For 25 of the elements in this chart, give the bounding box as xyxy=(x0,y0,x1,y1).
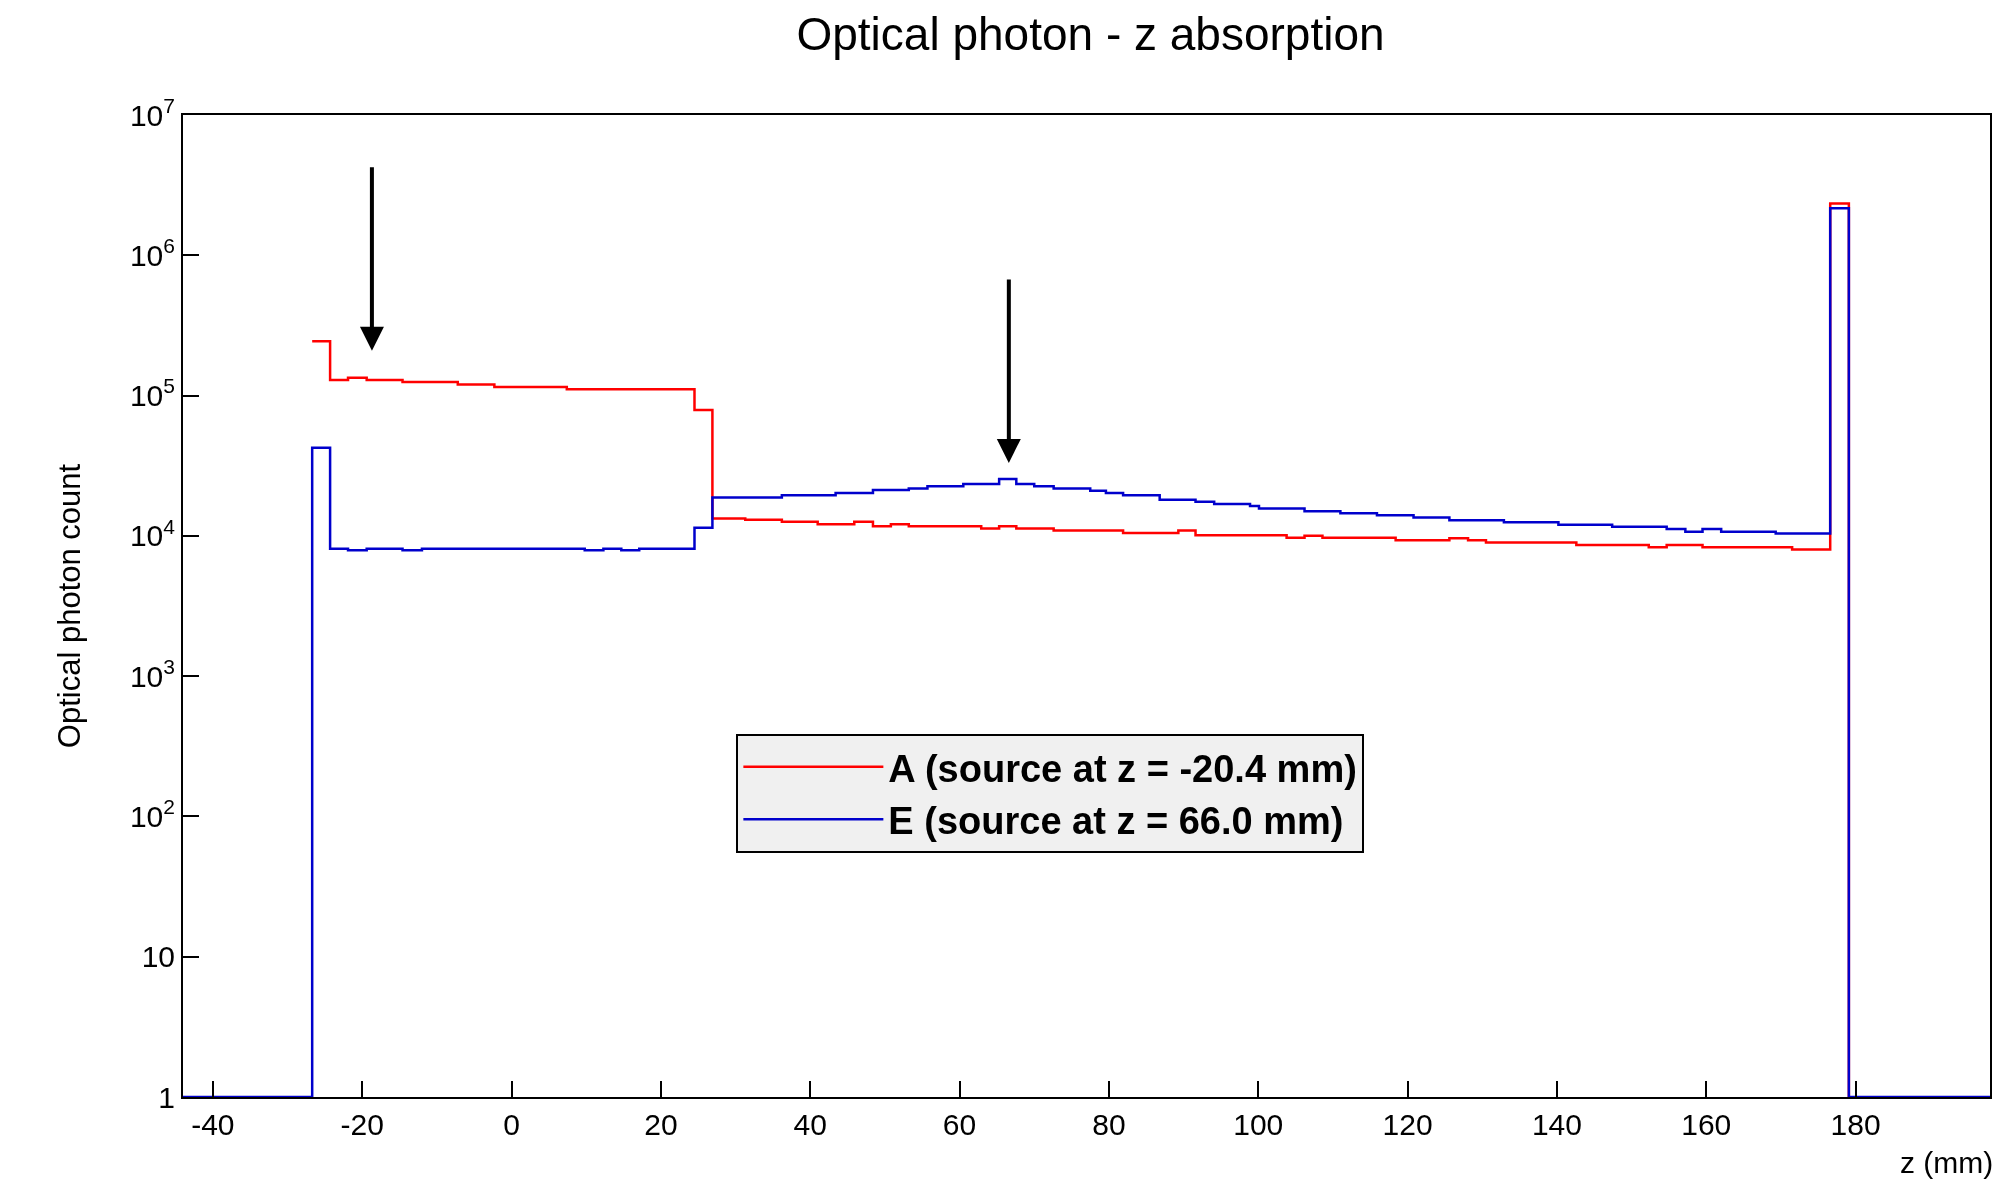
x-tick-label: 160 xyxy=(1681,1108,1732,1141)
x-tick-label: 80 xyxy=(1092,1108,1126,1141)
y-tick-label: 10$^{2}$ xyxy=(129,795,175,833)
y-tick-label: 1 xyxy=(158,1080,175,1114)
y-tick-label: 10$^{6}$ xyxy=(129,234,175,272)
y-tick-label: 10 xyxy=(141,940,175,974)
legend-label: E (source at z = 66.0 mm) xyxy=(888,800,1344,843)
chart-title: Optical photon - z absorption xyxy=(796,8,1385,61)
y-tick-label: 10$^{5}$ xyxy=(129,374,175,413)
x-tick-label: 0 xyxy=(503,1108,520,1141)
x-tick-label: -20 xyxy=(340,1108,384,1141)
x-tick-label: 180 xyxy=(1830,1108,1881,1141)
y-tick-label: 10$^{3}$ xyxy=(129,655,175,693)
y-tick-label: 10$^{7}$ xyxy=(129,93,175,132)
x-tick-label: -40 xyxy=(191,1108,235,1141)
x-tick-label: 40 xyxy=(793,1108,827,1141)
y-axis-title: Optical photon count xyxy=(52,463,88,749)
x-tick-label: 20 xyxy=(644,1108,678,1141)
x-tick-label: 140 xyxy=(1531,1108,1582,1141)
legend-label: A (source at z = -20.4 mm) xyxy=(888,747,1357,790)
y-tick-label: 10$^{4}$ xyxy=(129,514,176,553)
x-axis-title: z (mm) xyxy=(1900,1146,1994,1179)
x-tick-label: 60 xyxy=(942,1108,977,1141)
x-tick-label: 100 xyxy=(1233,1108,1284,1141)
x-tick-label: 120 xyxy=(1382,1108,1433,1141)
